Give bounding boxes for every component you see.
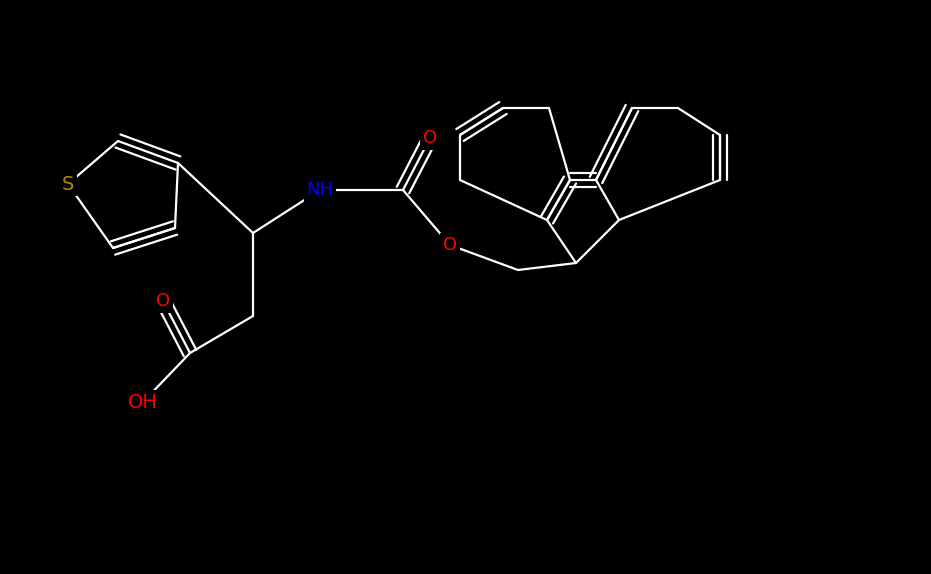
- Text: OH: OH: [128, 393, 158, 412]
- Text: O: O: [423, 129, 437, 147]
- Text: O: O: [443, 236, 457, 254]
- Text: NH: NH: [306, 181, 333, 199]
- Text: O: O: [155, 292, 170, 310]
- Text: S: S: [61, 174, 74, 193]
